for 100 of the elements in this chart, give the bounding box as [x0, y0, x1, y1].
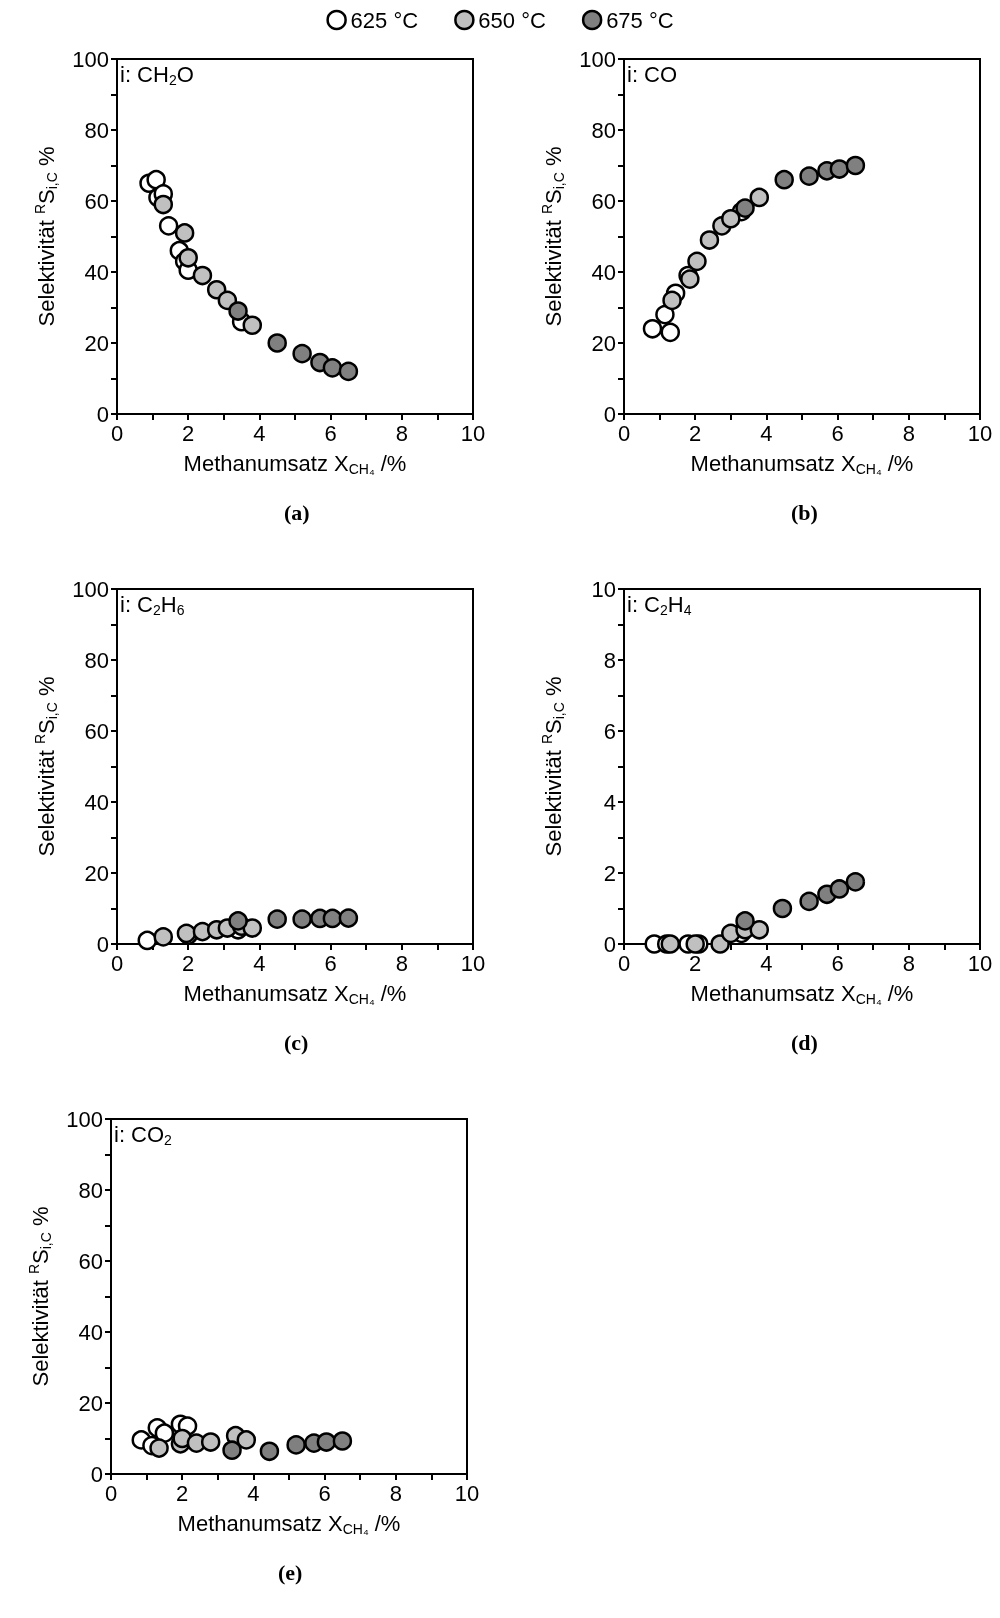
text: (d) [791, 1029, 818, 1055]
text: (e) [278, 1559, 303, 1585]
point [316, 1432, 337, 1452]
point [174, 223, 195, 243]
x-tick-label: 2 [182, 420, 195, 446]
point [642, 319, 663, 339]
y-tick-label: 100 [579, 46, 616, 72]
point [829, 879, 850, 899]
point [338, 908, 359, 928]
x-tick-label: 4 [760, 950, 773, 976]
point [292, 909, 312, 929]
y-tick-label: 80 [78, 1177, 103, 1203]
point [228, 301, 248, 321]
legend-label: 625 °C [350, 7, 419, 33]
y-tick-label: 4 [603, 789, 616, 815]
x-tick-label: 6 [831, 950, 844, 976]
x-tick-label: 8 [389, 1480, 402, 1506]
x-tick-label: 8 [902, 420, 915, 446]
point [153, 194, 174, 215]
y-tick-label: 0 [96, 931, 109, 957]
x-tick-label: 8 [395, 950, 408, 976]
y-tick-label: 100 [72, 576, 109, 602]
y-axis-title: Selektivität RSi,C % [32, 146, 60, 327]
x-tick-label: 6 [831, 420, 844, 446]
point [749, 920, 770, 940]
y-axis-title: Selektivität RSi,C % [539, 146, 567, 327]
y-tick-label: 80 [84, 647, 109, 673]
point [799, 166, 819, 186]
point [829, 159, 850, 179]
y-tick-label: 60 [591, 188, 616, 214]
point [699, 230, 720, 250]
point [660, 322, 681, 343]
point [242, 315, 263, 335]
x-tick-label: 2 [182, 950, 195, 976]
point [735, 198, 755, 218]
y-tick-label: 10 [591, 576, 616, 602]
text: (c) [284, 1029, 309, 1055]
y-tick-label: 20 [84, 860, 109, 886]
point [338, 361, 359, 382]
x-tick-label: 10 [460, 420, 486, 446]
y-axis-title: Selektivität RSi,C % [32, 676, 60, 857]
point [322, 908, 343, 929]
y-tick-label: 0 [603, 931, 616, 957]
point [228, 911, 248, 931]
point [799, 891, 819, 912]
point [845, 872, 866, 892]
y-tick-label: 20 [78, 1390, 103, 1416]
x-tick-label: 10 [454, 1480, 480, 1506]
point [774, 169, 794, 190]
y-axis-title: Selektivität RSi,C % [26, 1206, 54, 1387]
x-tick-label: 6 [318, 1480, 331, 1506]
legend-label: 675 °C [606, 7, 674, 33]
point [292, 343, 312, 364]
y-tick-label: 0 [96, 401, 109, 427]
y-tick-label: 2 [603, 860, 616, 886]
point [721, 209, 741, 229]
point [749, 187, 770, 208]
x-tick-label: 2 [176, 1480, 189, 1506]
point [200, 1432, 221, 1452]
point [146, 169, 166, 190]
x-tick-label: 2 [689, 420, 702, 446]
point [149, 1438, 169, 1458]
point [192, 265, 213, 286]
x-tick-label: 4 [253, 420, 266, 446]
y-tick-label: 80 [84, 117, 109, 143]
x-tick-label: 4 [247, 1480, 260, 1506]
point [772, 898, 793, 919]
point [259, 1441, 280, 1462]
y-tick-label: 80 [591, 117, 616, 143]
y-tick-label: 60 [84, 718, 109, 744]
x-tick-label: 8 [395, 420, 408, 446]
x-tick-label: 4 [760, 420, 773, 446]
point [153, 927, 174, 947]
point [322, 358, 343, 378]
y-axis-title: Selektivität RSi,C % [539, 676, 567, 857]
y-tick-label: 40 [84, 259, 109, 285]
point [662, 290, 682, 311]
point [845, 155, 866, 176]
x-tick-label: 10 [967, 950, 993, 976]
y-tick-label: 40 [84, 789, 109, 815]
y-tick-label: 100 [72, 46, 109, 72]
point [710, 934, 730, 954]
point [687, 251, 707, 272]
text: (a) [284, 499, 310, 525]
text: (b) [791, 499, 818, 525]
x-tick-label: 10 [967, 420, 993, 446]
y-tick-label: 6 [603, 718, 616, 744]
y-tick-label: 100 [66, 1106, 103, 1132]
point [655, 304, 675, 325]
point [286, 1435, 306, 1455]
y-tick-label: 8 [603, 647, 616, 673]
y-tick-label: 60 [78, 1248, 103, 1274]
x-tick-label: 10 [460, 950, 486, 976]
point [137, 930, 158, 951]
point [267, 333, 287, 353]
point [236, 1430, 257, 1450]
x-tick-label: 8 [902, 950, 915, 976]
y-tick-label: 0 [90, 1461, 103, 1487]
annotation: i: CO [627, 61, 678, 87]
point [158, 216, 179, 236]
